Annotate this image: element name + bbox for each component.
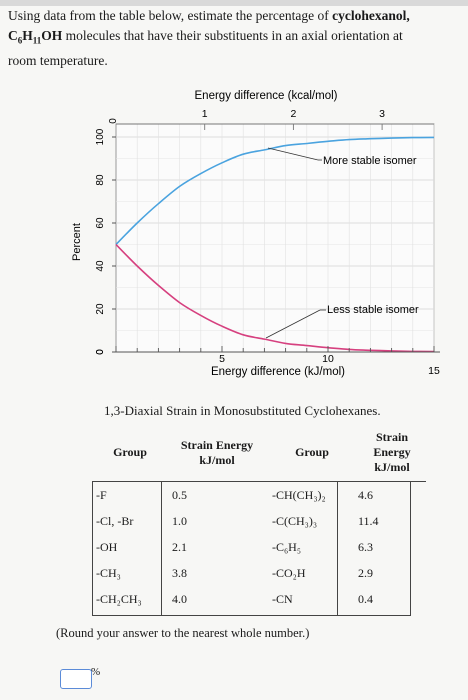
x-tick-label: 15 <box>428 365 440 377</box>
cell-group: -C₆H₅ <box>272 539 302 554</box>
header-strain-2-text: Strain Energy kJ/mol <box>373 430 411 474</box>
cell-strain: 4.6 <box>358 487 373 502</box>
table-row: -Cl, -Br 1.0 -C(CH₃)₃ 11.4 <box>92 508 426 534</box>
cell-strain: 6.3 <box>358 539 373 554</box>
cell-strain: 0.4 <box>358 591 373 606</box>
question-text: Using data from the table below, estimat… <box>8 6 458 71</box>
cell-group: -OH <box>96 539 118 554</box>
question-line2: molecules that have their substituents i… <box>62 28 403 43</box>
round-instruction: (Round your answer to the nearest whole … <box>56 626 310 640</box>
header-strain-2: Strain Energy kJ/mol <box>352 424 426 482</box>
question-line1: Using data from the table below, estimat… <box>8 8 333 23</box>
cell-strain: 2.9 <box>358 565 373 580</box>
leader-more <box>267 147 319 161</box>
y-tick-label: 40 <box>95 260 106 272</box>
cell-strain: 1.0 <box>172 513 187 528</box>
table-body: -F 0.5 -CH(CH₃)₂ 4.6 -Cl, -Br 1.0 -C(CH₃… <box>92 482 426 613</box>
table-row: -CH₂CH₃ 4.0 -CN 0.4 <box>92 586 426 612</box>
cell-group: -CN <box>272 591 293 606</box>
question-compound: cyclohexanol, <box>332 8 410 23</box>
series-label-more: More stable isomer <box>323 155 417 167</box>
strain-table: Group Strain Energy kJ/mol Group Strain … <box>92 424 426 612</box>
series-line-more-stable <box>115 136 435 246</box>
top-tick-label: 0 <box>108 118 119 124</box>
y-tick-label: 80 <box>95 174 106 186</box>
header-group-1: Group <box>92 424 164 482</box>
top-tick-label: 1 <box>202 108 208 120</box>
table-row: -F 0.5 -CH(CH₃)₂ 4.6 <box>92 482 426 509</box>
leader-less <box>265 309 321 339</box>
bottom-axis-label: Energy difference (kJ/mol) <box>211 366 345 378</box>
top-strip <box>0 0 468 6</box>
answer-input[interactable] <box>60 669 92 689</box>
series-group <box>115 136 435 353</box>
header-strain-1: Strain Energy kJ/mol <box>164 424 272 482</box>
table-row: -CH₃ 3.8 -CO₂H 2.9 <box>92 560 426 586</box>
y-tick-label: 20 <box>95 303 106 315</box>
formula: C6H11OH <box>8 28 63 46</box>
x-tick-label: 10 <box>322 353 334 365</box>
x-tick-label: 5 <box>219 353 225 365</box>
cell-group: -CH(CH₃)₂ <box>272 487 326 502</box>
cell-group: -F <box>96 487 107 502</box>
header-strain-1-text: Strain Energy kJ/mol <box>180 437 254 467</box>
cell-strain: 0.5 <box>172 487 187 502</box>
table-row: -OH 2.1 -C₆H₅ 6.3 <box>92 534 426 560</box>
cell-group: -Cl, -Br <box>96 513 134 528</box>
cell-group: -CH₃ <box>96 565 121 580</box>
question-line3: room temperature. <box>8 52 108 68</box>
cell-group: -CO₂H <box>272 565 306 580</box>
cell-strain: 3.8 <box>172 565 187 580</box>
series-line-less-stable <box>115 243 435 353</box>
top-axis-label: Energy difference (kcal/mol) <box>195 90 338 102</box>
series-label-less: Less stable isomer <box>327 304 419 316</box>
grid-lines <box>116 124 435 352</box>
table-title: 1,3-Diaxial Strain in Monosubstituted Cy… <box>104 403 381 418</box>
top-tick-label: 2 <box>290 108 296 120</box>
header-group-2: Group <box>272 424 352 482</box>
y-axis-label: Percent <box>71 223 83 261</box>
cell-strain: 2.1 <box>172 539 187 554</box>
cell-strain: 11.4 <box>358 513 379 528</box>
top-tick-label: 3 <box>379 108 385 120</box>
x-tick-label: 0 <box>95 349 106 355</box>
cell-strain: 4.0 <box>172 591 187 606</box>
y-tick-label: 60 <box>95 217 106 229</box>
cell-group: -CH₂CH₃ <box>96 591 142 606</box>
percent-unit: % <box>91 666 101 678</box>
table-header-row: Group Strain Energy kJ/mol Group Strain … <box>92 424 426 482</box>
y-tick-label: 100 <box>95 128 106 145</box>
y-tick-label: 0 <box>95 349 106 355</box>
cell-group: -C(CH₃)₃ <box>272 513 318 528</box>
